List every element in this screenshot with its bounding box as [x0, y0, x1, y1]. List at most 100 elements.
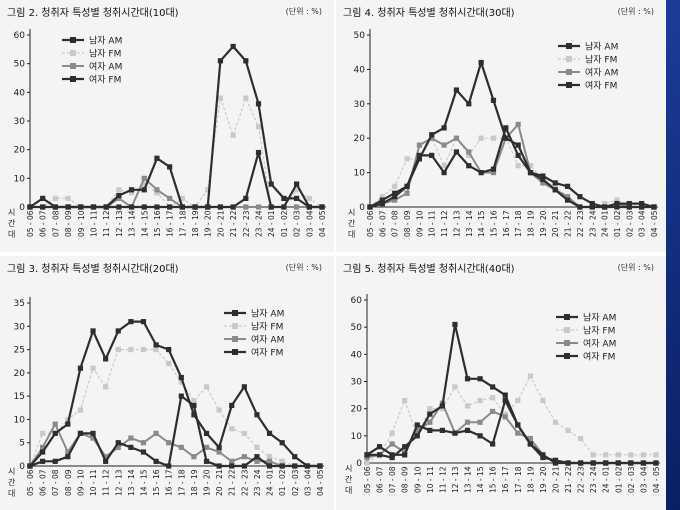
data-point-s3-0: [367, 204, 373, 210]
data-point-s3-15: [552, 180, 558, 186]
data-point-s3-12: [515, 422, 521, 428]
chart-title: 그림 4. 청취자 특성별 청취시간대(30대): [343, 8, 515, 19]
data-point-s3-5: [429, 132, 435, 138]
data-point-s0-20: [279, 463, 285, 469]
data-point-s0-18: [589, 204, 595, 210]
data-point-s3-5: [427, 411, 433, 417]
data-point-s3-1: [379, 200, 385, 207]
data-point-s3-1: [40, 449, 46, 455]
x-tick-label: 03 - 04: [303, 469, 312, 496]
data-point-s0-18: [255, 149, 262, 156]
slide-edge-stripe: [666, 0, 680, 510]
x-tick-label: 11 - 12: [102, 210, 111, 237]
x-tick-label: 17 - 18: [178, 210, 187, 237]
y-tick-label: 20: [14, 369, 26, 379]
data-point-s2-10: [153, 430, 159, 436]
data-point-s3-4: [416, 156, 422, 162]
data-point-s2-21: [294, 204, 300, 210]
x-tick-label: 13 - 14: [465, 210, 474, 237]
x-tick-label: 19 - 20: [539, 466, 548, 493]
data-point-s2-9: [477, 419, 483, 425]
data-point-s2-7: [116, 195, 122, 201]
data-point-s1-17: [578, 435, 584, 442]
data-point-s3-19: [602, 204, 608, 210]
x-tick-label: 22 - 23: [577, 466, 586, 493]
data-point-s3-6: [103, 356, 109, 362]
legend-label: 남자 AM: [251, 309, 284, 320]
data-point-s1-8: [128, 346, 134, 353]
data-point-s3-21: [628, 460, 634, 466]
data-point-s1-18: [590, 452, 596, 458]
x-tick-label: 16 - 17: [502, 210, 511, 237]
y-tick-label: 40: [14, 88, 26, 98]
data-point-s3-7: [452, 321, 458, 328]
data-point-s1-18: [254, 444, 260, 450]
x-tick-label: 03 - 04: [305, 210, 314, 237]
y-tick-label: 10: [351, 432, 363, 442]
x-tick-label: 13 - 14: [127, 469, 136, 496]
data-point-s1-18: [255, 124, 262, 130]
legend-label: 남자 AM: [583, 313, 616, 324]
chart-panel-30s: 그림 4. 청취자 특성별 청취시간대(30대) (단위 : %) 0 10 20 3…: [336, 0, 666, 252]
x-tick-label: 10 - 11: [89, 210, 98, 237]
data-point-s1-22: [306, 195, 312, 201]
legend-label: 여자 FM: [251, 347, 283, 359]
x-tick-label: 07 - 08: [388, 466, 397, 493]
x-tick-label: 10 - 11: [428, 210, 437, 237]
data-point-s3-14: [205, 204, 211, 210]
data-point-s0-4: [77, 430, 84, 436]
y-tick-label: 20: [351, 405, 363, 415]
data-point-s0-1: [40, 195, 46, 201]
data-point-s0-9: [141, 204, 147, 210]
x-tick-label: 09 - 10: [77, 210, 86, 237]
data-point-s3-16: [564, 183, 571, 189]
data-point-s3-23: [319, 204, 325, 210]
x-tick-label: 21 - 22: [229, 210, 238, 237]
y-tick-label: 35: [14, 299, 25, 309]
data-point-s3-9: [477, 376, 483, 382]
data-point-s3-17: [243, 58, 249, 64]
data-point-s3-6: [441, 125, 447, 131]
x-tick-label: 17 - 18: [514, 466, 523, 493]
x-tick-label: 19 - 20: [204, 210, 213, 237]
data-point-s1-12: [179, 195, 185, 201]
data-point-s3-7: [116, 192, 122, 199]
x-tick-label: 01 - 02: [278, 469, 287, 496]
data-point-s0-10: [153, 458, 159, 464]
data-point-s0-22: [639, 204, 645, 210]
data-point-s2-14: [540, 180, 546, 186]
legend-swatch-marker: [232, 336, 238, 342]
x-tick-label: 09 - 10: [415, 210, 424, 237]
x-tick-label: 23 - 24: [589, 466, 598, 493]
x-tick-label: 11 - 12: [440, 210, 449, 237]
data-point-s0-7: [115, 440, 121, 446]
data-point-s3-10: [153, 342, 159, 348]
data-point-s0-3: [402, 452, 408, 458]
data-point-s3-14: [540, 454, 546, 461]
data-point-s0-11: [166, 463, 172, 469]
data-point-s1-8: [464, 403, 471, 409]
data-point-s3-13: [527, 441, 533, 447]
x-tick-label: 07 - 08: [51, 469, 60, 496]
data-point-s0-17: [241, 463, 247, 469]
x-tick-label: 22 - 23: [242, 210, 251, 237]
data-point-s1-14: [203, 384, 210, 390]
data-point-s0-17: [243, 195, 249, 201]
x-tick-label: 03 - 04: [639, 466, 648, 493]
data-point-s1-9: [477, 397, 483, 404]
data-point-s3-2: [392, 194, 398, 200]
chart-panel-40s: 그림 5. 청취자 특성별 청취시간대(40대) (단위 : %) 0 10 20 3…: [336, 256, 666, 510]
x-tick-label: 01 - 02: [614, 466, 623, 493]
data-point-s2-5: [427, 419, 433, 425]
x-tick-label: 12 - 13: [452, 210, 461, 237]
data-point-s3-22: [306, 204, 312, 210]
x-tick-label: 10 - 11: [426, 466, 435, 493]
legend-label: 여자 AM: [583, 338, 616, 350]
data-point-s2-8: [464, 419, 471, 425]
y-tick-label: 40: [354, 65, 366, 75]
data-point-s3-3: [404, 183, 410, 189]
data-point-s2-11: [502, 414, 508, 420]
